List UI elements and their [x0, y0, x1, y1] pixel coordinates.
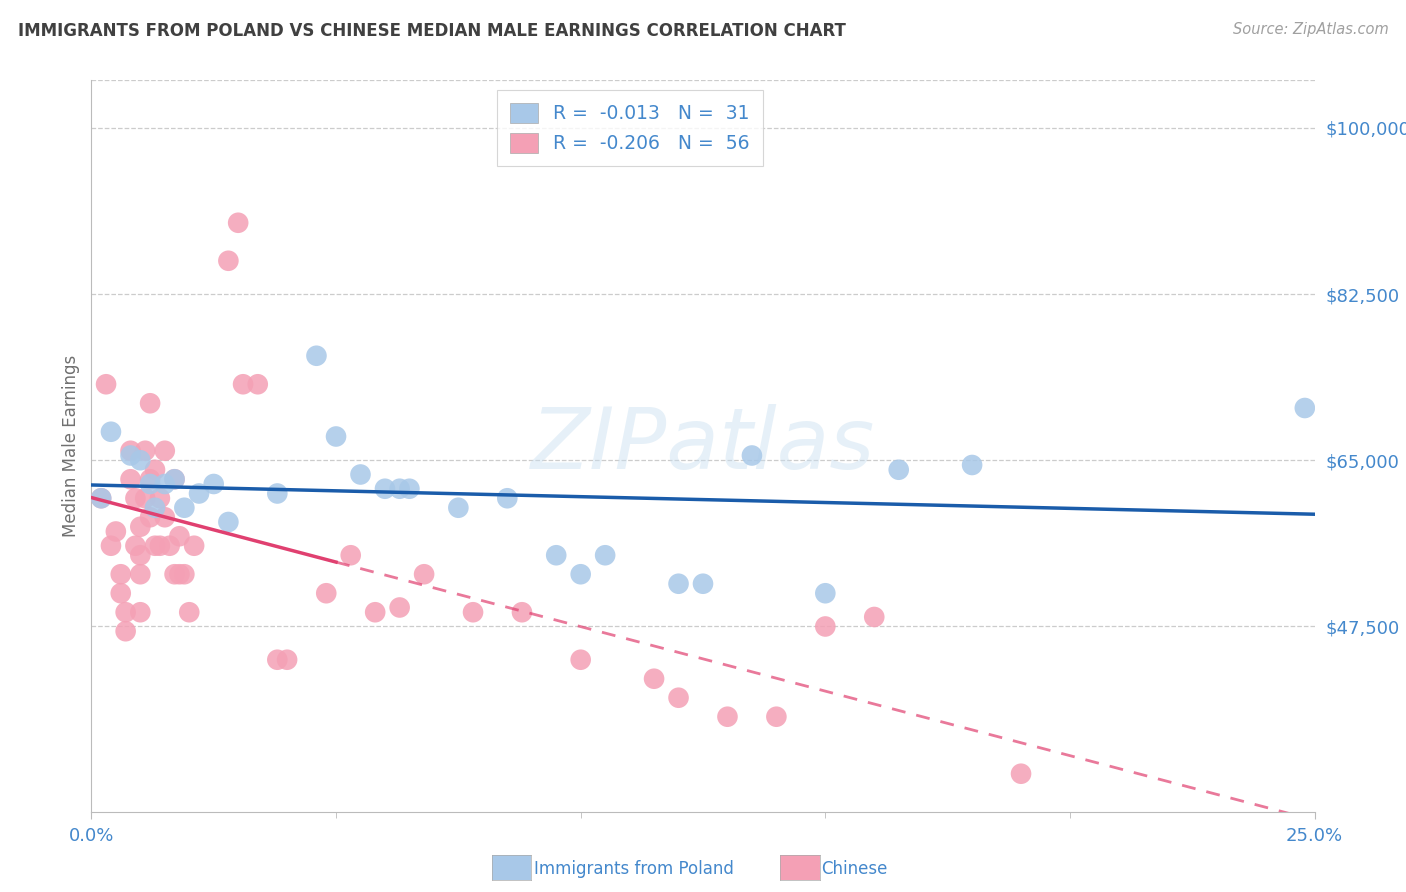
Point: [349, 467, 371, 482]
Point: [114, 624, 136, 639]
Point: [110, 586, 132, 600]
Point: [217, 515, 239, 529]
Point: [129, 567, 152, 582]
Point: [716, 710, 738, 724]
Point: [129, 453, 152, 467]
Point: [447, 500, 470, 515]
Point: [153, 477, 176, 491]
Point: [139, 472, 162, 486]
Point: [149, 491, 172, 506]
Point: [226, 216, 249, 230]
Point: [388, 600, 411, 615]
Point: [668, 576, 690, 591]
Point: [863, 610, 886, 624]
Point: [134, 491, 156, 506]
Point: [692, 576, 714, 591]
Point: [129, 548, 152, 562]
Point: [1010, 766, 1032, 780]
Point: [169, 567, 191, 582]
Point: [496, 491, 519, 506]
Point: [114, 605, 136, 619]
Point: [149, 539, 172, 553]
Text: ZIPatlas: ZIPatlas: [531, 404, 875, 488]
Y-axis label: Median Male Earnings: Median Male Earnings: [62, 355, 80, 537]
Point: [188, 486, 211, 500]
Point: [266, 653, 288, 667]
Point: [159, 539, 181, 553]
Point: [100, 539, 122, 553]
Point: [163, 472, 186, 486]
Point: [276, 653, 298, 667]
Text: IMMIGRANTS FROM POLAND VS CHINESE MEDIAN MALE EARNINGS CORRELATION CHART: IMMIGRANTS FROM POLAND VS CHINESE MEDIAN…: [18, 22, 846, 40]
Point: [315, 586, 337, 600]
Point: [183, 539, 205, 553]
Point: [120, 449, 142, 463]
Point: [643, 672, 665, 686]
Point: [232, 377, 254, 392]
Point: [129, 605, 152, 619]
Point: [202, 477, 225, 491]
Point: [246, 377, 269, 392]
Point: [1294, 401, 1316, 415]
Point: [90, 491, 112, 506]
Point: [124, 539, 146, 553]
Point: [124, 491, 146, 506]
Point: [134, 443, 156, 458]
Point: [104, 524, 127, 539]
Point: [461, 605, 484, 619]
Point: [887, 463, 910, 477]
Point: [374, 482, 396, 496]
Text: Immigrants from Poland: Immigrants from Poland: [534, 860, 734, 878]
Point: [388, 482, 411, 496]
Point: [668, 690, 690, 705]
Point: [398, 482, 420, 496]
Point: [305, 349, 328, 363]
Point: [94, 377, 117, 392]
Point: [765, 710, 787, 724]
Point: [120, 472, 142, 486]
Point: [139, 396, 162, 410]
Point: [173, 567, 195, 582]
Point: [139, 510, 162, 524]
Point: [153, 510, 176, 524]
Point: [143, 500, 166, 515]
Point: [960, 458, 983, 472]
Point: [741, 449, 763, 463]
Point: [143, 463, 166, 477]
Point: [510, 605, 533, 619]
Point: [179, 605, 201, 619]
Point: [814, 586, 837, 600]
Point: [163, 472, 186, 486]
Legend: R =  -0.013   N =  31, R =  -0.206   N =  56: R = -0.013 N = 31, R = -0.206 N = 56: [496, 90, 762, 166]
Point: [143, 539, 166, 553]
Text: Source: ZipAtlas.com: Source: ZipAtlas.com: [1233, 22, 1389, 37]
Point: [163, 567, 186, 582]
Point: [217, 253, 239, 268]
Point: [569, 653, 592, 667]
Point: [593, 548, 616, 562]
Point: [413, 567, 436, 582]
Point: [364, 605, 387, 619]
Point: [153, 443, 176, 458]
Point: [173, 500, 195, 515]
Point: [100, 425, 122, 439]
Point: [546, 548, 568, 562]
Point: [110, 567, 132, 582]
Point: [90, 491, 112, 506]
Point: [129, 520, 152, 534]
Text: Chinese: Chinese: [821, 860, 887, 878]
Point: [325, 429, 347, 443]
Point: [169, 529, 191, 543]
Point: [266, 486, 288, 500]
Point: [814, 619, 837, 633]
Point: [139, 477, 162, 491]
Point: [339, 548, 361, 562]
Point: [120, 443, 142, 458]
Point: [569, 567, 592, 582]
